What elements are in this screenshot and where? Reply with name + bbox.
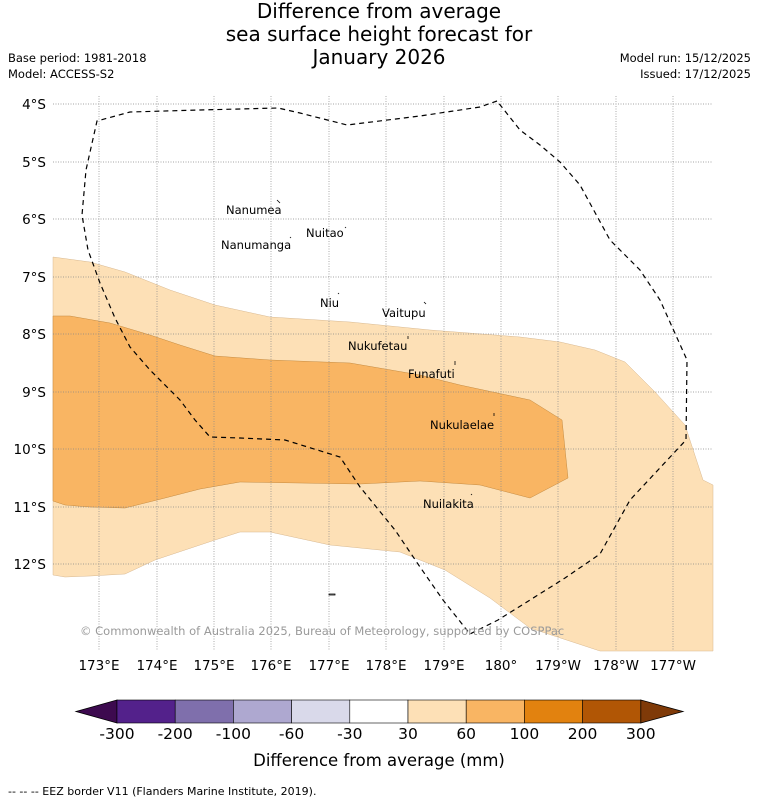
colorbar-arrow-high <box>640 699 685 724</box>
island-mark-vaitupu <box>423 301 427 305</box>
place-label-nuitao: Nuitao <box>306 226 344 240</box>
island-mark-nanumanga <box>289 236 292 239</box>
island-mark-niu <box>337 292 340 295</box>
lon-tick-label: 173°E <box>78 658 119 674</box>
title-line-2: sea surface height forecast for <box>225 22 533 46</box>
base-period-text: Base period: 1981-2018 <box>8 51 147 65</box>
colorbar <box>74 699 685 724</box>
lon-tick-label: 178°E <box>365 658 406 674</box>
island-marks <box>276 199 495 596</box>
lon-tick-label: 177°E <box>308 658 349 674</box>
eez-border-line <box>81 100 688 635</box>
colorbar-tick-label: 100 <box>509 725 540 743</box>
colorbar-tick-label: -200 <box>157 725 193 743</box>
island-mark-nuitao <box>344 226 347 229</box>
map-gridlines <box>53 96 713 651</box>
colorbar-arrow-low <box>74 699 118 724</box>
colorbar-swatch <box>349 699 409 724</box>
lat-tick-label: 11°S <box>14 500 47 516</box>
lon-tick-label: 180° <box>485 658 518 674</box>
lat-tick-label: 8°S <box>22 327 46 343</box>
colorbar-swatch <box>465 699 525 724</box>
lat-tick-label: 7°S <box>22 270 46 286</box>
place-label-funafuti: Funafuti <box>408 367 455 381</box>
eez-footnote: -- -- -- EEZ border V11 (Flanders Marine… <box>8 785 317 798</box>
colorbar-swatch <box>233 699 292 724</box>
colorbar-tick-label: 300 <box>626 725 656 743</box>
lon-tick-label: 177°W <box>650 658 696 674</box>
lat-tick-label: 5°S <box>22 155 46 171</box>
anomaly-region-60-100 <box>52 315 569 509</box>
lat-tick-label: 6°S <box>22 212 46 228</box>
colorbar-tick-label: 60 <box>456 725 477 743</box>
colorbar-swatch <box>582 699 642 724</box>
latitude-axis: 4°S 5°S 6°S 7°S 8°S 9°S 10°S 11°S 12°S <box>14 97 47 573</box>
colorbar-tick-label: -60 <box>278 725 305 743</box>
copyright-text: © Commonwealth of Australia 2025, Bureau… <box>80 624 565 638</box>
lat-tick-label: 4°S <box>22 97 46 113</box>
colorbar-swatch <box>524 699 583 724</box>
colorbar-swatch <box>116 699 176 724</box>
place-label-nukulaelae: Nukulaelae <box>430 418 494 432</box>
place-label-niu: Niu <box>320 296 339 310</box>
place-label-nukufetau: Nukufetau <box>348 339 407 353</box>
longitude-axis: 173°E 174°E 175°E 176°E 177°E 178°E 179°E 180° 1… <box>78 658 695 674</box>
place-label-nuilakita: Nuilakita <box>423 497 474 511</box>
island-mark-nuilakita <box>470 493 473 496</box>
lat-tick-label: 9°S <box>22 385 46 401</box>
colorbar-tick-label: 30 <box>398 725 418 743</box>
lat-tick-label: 12°S <box>14 557 47 573</box>
model-run-text: Model run: 15/12/2025 <box>619 51 751 65</box>
lat-tick-label: 10°S <box>14 442 47 458</box>
colorbar-tick-label: -300 <box>99 725 135 743</box>
colorbar-tick-label: -100 <box>215 725 251 743</box>
lon-tick-label: 175°E <box>193 658 234 674</box>
title-line-3: January 2026 <box>312 45 446 69</box>
issued-text: Issued: 17/12/2025 <box>640 67 751 81</box>
colorbar-swatch <box>174 699 234 724</box>
model-text: Model: ACCESS-S2 <box>8 67 115 81</box>
place-label-nanumea: Nanumea <box>226 203 282 217</box>
island-mark-reef <box>328 593 336 596</box>
colorbar-swatch <box>291 699 351 724</box>
lon-tick-label: 176°E <box>250 658 291 674</box>
colorbar-tick-label: -30 <box>337 725 363 743</box>
lon-tick-label: 174°E <box>136 658 177 674</box>
place-label-vaitupu: Vaitupu <box>382 306 426 320</box>
colorbar-swatch <box>407 699 467 724</box>
lon-tick-label: 178°W <box>593 658 639 674</box>
island-mark-nanumea <box>276 199 281 204</box>
lon-tick-label: 179°W <box>535 658 581 674</box>
colorbar-title: Difference from average (mm) <box>253 751 505 770</box>
place-label-nanumanga: Nanumanga <box>221 238 291 252</box>
colorbar-tick-label: 200 <box>567 725 598 743</box>
title-line-1: Difference from average <box>256 0 502 23</box>
lon-tick-label: 179°E <box>423 658 464 674</box>
